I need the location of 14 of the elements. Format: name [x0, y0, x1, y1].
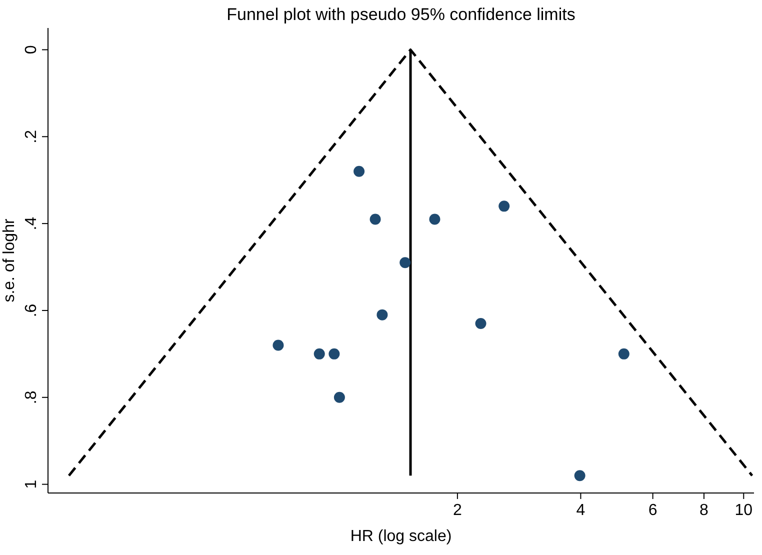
x-tick-label: 6	[648, 502, 658, 519]
y-tick-label: 0	[23, 45, 40, 54]
y-tick-label: .6	[23, 304, 40, 318]
y-tick-label: 1	[23, 480, 40, 489]
x-tick-label: 8	[700, 502, 709, 519]
y-axis-title: s.e. of loghr	[1, 218, 18, 302]
y-tick-label: .4	[23, 216, 40, 230]
chart-title: Funnel plot with pseudo 95% confidence limits	[226, 5, 576, 24]
y-tick-label: .8	[23, 390, 40, 404]
x-axis-title: HR (log scale)	[350, 528, 452, 545]
x-tick-label: 2	[452, 502, 462, 519]
x-tick-label: 10	[734, 502, 753, 519]
x-tick-label: 4	[576, 502, 586, 519]
y-tick-label: .2	[23, 130, 40, 144]
